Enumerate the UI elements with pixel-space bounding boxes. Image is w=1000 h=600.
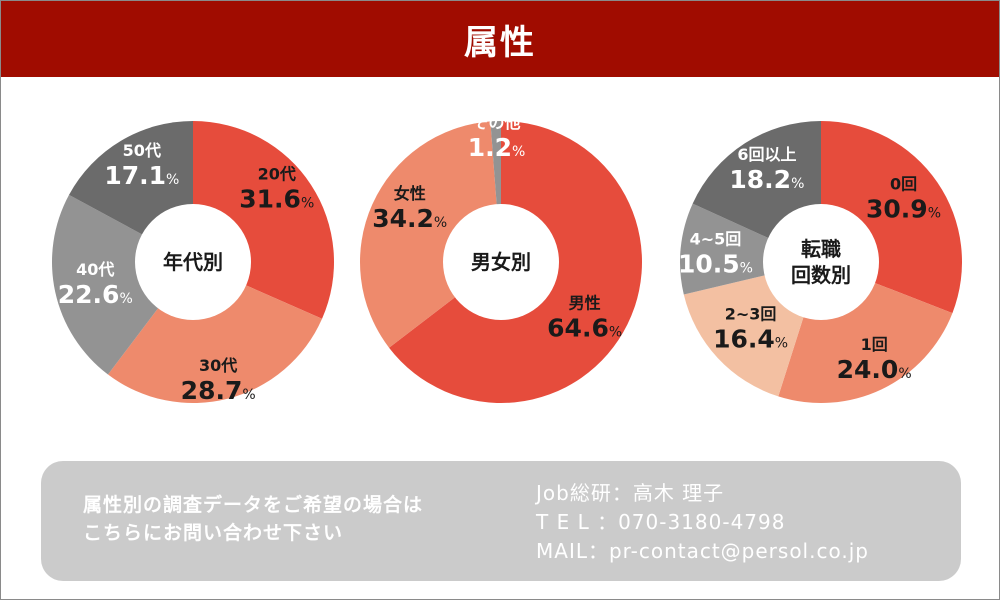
slice-value-label: 10.5%: [678, 249, 753, 278]
slice-category-label: 40代: [76, 260, 114, 279]
request-note-line-1: 属性別の調査データをご希望の場合は: [83, 494, 424, 516]
slice-value-label: 28.7%: [181, 376, 256, 405]
slice-category-label: 4~5回: [690, 229, 742, 248]
donut-slice: [52, 194, 193, 375]
slice-category-label: 1回: [861, 335, 888, 354]
slice-category-label: 0回: [890, 175, 917, 194]
slice-value-label: 24.0%: [837, 355, 912, 384]
charts-area: 年代別 20代 31.6% 30代 28.7% 40代 22.6% 50代 17.1% 男女別 男性…: [1, 111, 999, 411]
slice-category-label: 20代: [258, 164, 296, 183]
slice-value-label: 34.2%: [372, 204, 447, 233]
donut-hole: [135, 204, 251, 320]
slice-value-label: 18.2%: [729, 165, 804, 194]
contact-name: Job総研：高木 理子: [536, 481, 725, 505]
request-note: 属性別の調査データをご希望の場合は こちらにお問い合わせ下さい: [83, 491, 513, 547]
donut-slice: [107, 262, 323, 403]
slice-value-label: 1.2%: [468, 133, 526, 162]
slice-value-label: 31.6%: [239, 184, 314, 213]
contact-phone: T E L ：070-3180-4798: [536, 510, 786, 534]
contact-box: 属性別の調査データをご希望の場合は こちらにお問い合わせ下さい Job総研：高木…: [41, 461, 961, 581]
donut-center-label: 年代別: [163, 250, 223, 274]
page-title: 属性: [464, 22, 536, 63]
slice-value-label: 16.4%: [713, 324, 788, 353]
slice-category-label: 女性: [394, 184, 426, 203]
slice-category-label: 6回以上: [737, 145, 796, 164]
donut-charts-svg: 年代別20代31.6%30代28.7%40代22.6%50代17.1%男女別男性…: [52, 113, 962, 405]
donut-slice: [360, 121, 501, 348]
slice-value-label: 17.1%: [104, 161, 179, 190]
donut-center-label: 転職回数別: [791, 237, 851, 287]
request-note-line-2: こちらにお問い合わせ下さい: [83, 522, 344, 544]
slice-category-label: 2~3回: [725, 304, 777, 323]
slice-category-label: その他: [473, 113, 521, 132]
slice-value-label: 64.6%: [547, 313, 622, 342]
slice-value-label: 30.9%: [866, 195, 941, 224]
slice-category-label: 男性: [569, 293, 601, 312]
slice-category-label: 30代: [199, 356, 237, 375]
donut-hole: [443, 204, 559, 320]
donut-slice: [680, 203, 821, 295]
donut-hole: [763, 204, 879, 320]
slice-value-label: 22.6%: [58, 280, 133, 309]
contact-info: Job総研：高木 理子 T E L ：070-3180-4798 MAIL：pr…: [536, 479, 946, 566]
contact-email[interactable]: MAIL：pr-contact@persol.co.jp: [536, 539, 869, 563]
title-bar: 属性: [1, 1, 999, 77]
slice-category-label: 50代: [123, 141, 161, 160]
donut-center-label: 男女別: [471, 250, 531, 274]
